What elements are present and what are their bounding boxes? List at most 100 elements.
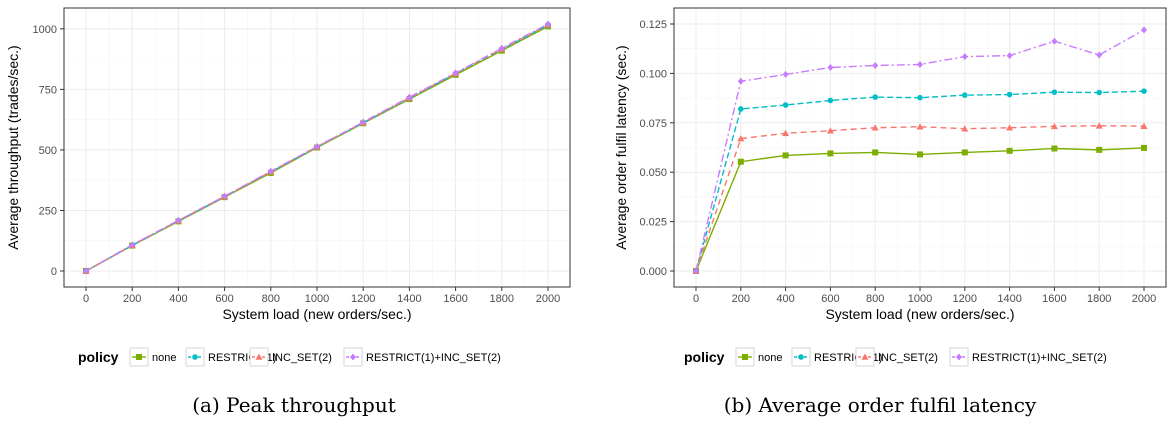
x-tick-label: 1200 [953,293,977,305]
data-point [1141,26,1147,34]
data-point [917,94,923,101]
data-point [782,152,789,159]
data-point [360,118,367,126]
data-point [1096,51,1103,59]
legend-item: INC_SET(2) [855,347,938,367]
x-tick-label: 800 [866,293,884,305]
data-point [83,267,89,275]
x-axis-title: System load (new orders/sec.) [825,306,1014,322]
series-1 [693,88,1147,274]
x-tick-label: 600 [215,293,233,305]
data-point [871,124,879,131]
legend-key-marker [861,353,869,360]
legend-key-marker [255,353,263,360]
legend-key-marker [192,354,198,360]
x-tick-label: 800 [262,293,280,305]
legend-item: RESTRICT(1)+INC_SET(2) [949,347,1107,367]
data-point [872,149,879,156]
caption-a: (a) Peak throughput [192,393,396,417]
data-point [1006,52,1013,60]
data-point [827,63,834,71]
legend-key-marker [136,354,142,360]
data-point [129,241,136,249]
data-point [221,192,228,200]
data-point [737,77,744,85]
data-point [545,20,551,28]
series-3 [83,20,551,275]
y-axis-title: Average order fulfil latency (sec.) [613,45,629,249]
data-point [1140,122,1148,129]
data-point [406,93,413,101]
legend-key-marker [798,354,804,360]
data-point [1096,146,1103,153]
legend-label: none [758,352,782,364]
chart-order-latency: 0 200 400 600 800 1000 1200 1400 1600 1800 2000 0.0… [613,7,1167,322]
caption-b: (b) Average order fulfil latency [724,393,1037,417]
chart-peak-throughput: 0 200 400 600 800 1000 1200 1400 1600 1800 2000 0 25… [5,7,571,322]
data-point [872,94,878,100]
data-point [916,123,924,130]
legend-label: INC_SET(2) [272,352,332,364]
x-tick-label: 1200 [351,293,375,305]
data-point [737,158,744,165]
legend-item: INC_SET(2) [249,347,332,367]
data-point [1050,122,1058,130]
data-point [962,92,968,98]
y-tick-label: 1000 [33,24,57,36]
data-point [1051,37,1058,45]
data-point [961,125,969,132]
data-point [693,267,699,275]
data-point [1095,122,1103,129]
x-tick-label: 200 [732,293,750,305]
data-point [917,61,923,69]
data-point [827,97,834,104]
data-point [1096,89,1102,96]
y-axis-title: Average throughput (trades/sec.) [5,45,21,249]
data-point [1051,145,1058,152]
data-point [782,129,790,137]
data-point [961,53,968,61]
y-tick-label: 500 [39,145,57,157]
y-tick-label: 0.050 [639,167,667,179]
data-point [1006,124,1014,131]
series-3 [693,26,1147,275]
legend-title: policy [684,349,725,365]
data-point [1006,147,1013,154]
legend-item: none [735,347,782,367]
x-tick-label: 2000 [536,293,560,305]
y-tick-label: 0.025 [639,217,667,229]
data-point [872,61,879,69]
x-tick-label: 0 [83,293,89,305]
legend-key-marker [956,353,962,361]
y-tick-label: 0 [51,266,57,278]
legend-item: RESTRICT(1)+INC_SET(2) [343,347,501,367]
data-point [827,150,834,157]
x-tick-label: 600 [821,293,839,305]
data-point [452,69,459,77]
x-tick-label: 1400 [397,293,421,305]
x-tick-label: 200 [123,293,141,305]
data-point [267,167,274,175]
legend-b: policy none RESTRICT(1)INC_SET(2) RESTRICT(… [684,347,1107,367]
series-2 [692,122,1148,274]
y-tick-label: 0.075 [639,118,667,130]
x-tick-label: 1000 [305,293,329,305]
x-tick-label: 1800 [1087,293,1111,305]
y-tick-label: 750 [39,84,57,96]
legend-title: policy [78,349,119,365]
legend-label: none [152,352,176,364]
data-point [917,151,923,158]
data-point [1141,88,1147,94]
legend-item: none [129,347,176,367]
legend-label: RESTRICT(1)+INC_SET(2) [972,352,1107,364]
x-tick-label: 400 [169,293,187,305]
legend-a: policy none RESTRICT(1)INC_SET(2) RESTRICT(… [78,347,501,367]
data-point [1141,144,1147,151]
legend-key-marker [350,353,356,361]
x-tick-label: 0 [693,293,699,305]
data-point [1051,89,1058,95]
x-tick-label: 1800 [490,293,514,305]
x-tick-label: 1600 [1042,293,1066,305]
y-tick-label: 250 [39,205,57,217]
